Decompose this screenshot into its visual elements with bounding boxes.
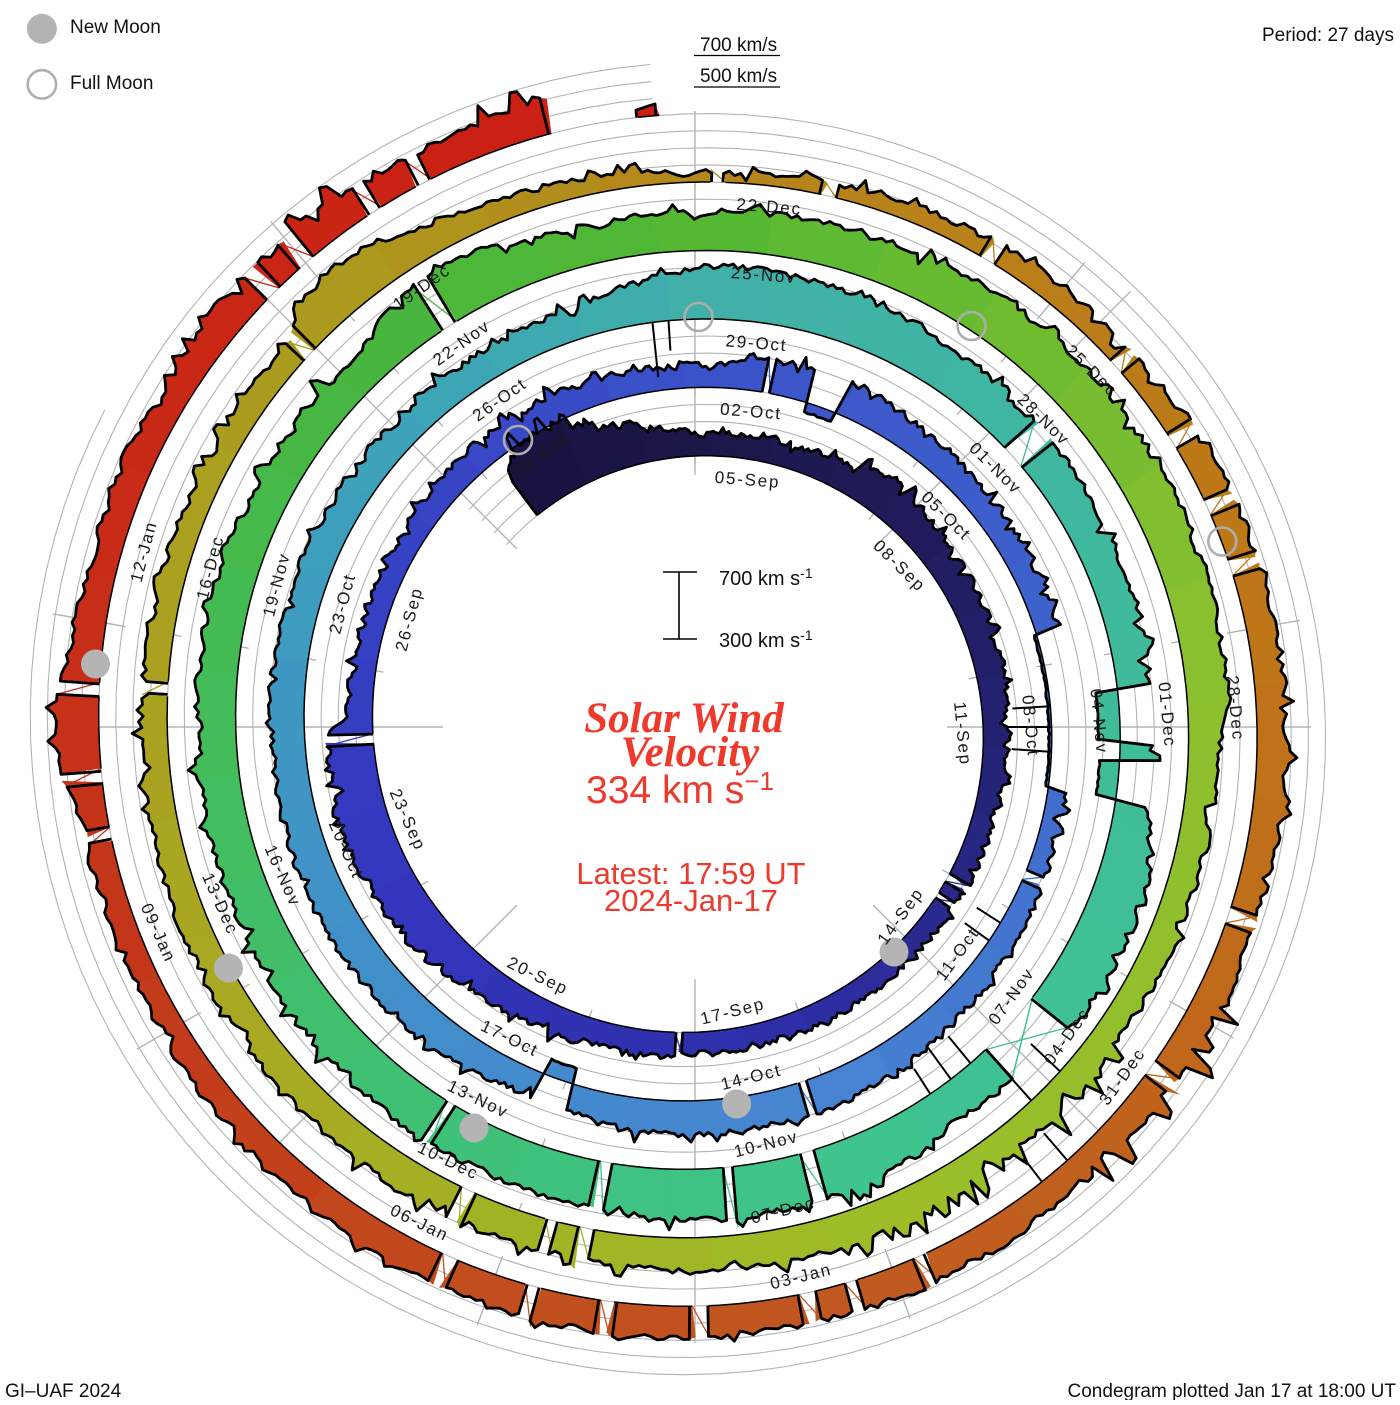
svg-text:New Moon: New Moon xyxy=(70,17,161,38)
svg-text:700 km/s: 700 km/s xyxy=(700,35,777,56)
svg-text:Condegram plotted Jan 17 at 18: Condegram plotted Jan 17 at 18:00 UT xyxy=(1068,1381,1397,1400)
svg-text:29-Oct: 29-Oct xyxy=(725,331,788,355)
svg-text:Full Moon: Full Moon xyxy=(70,73,153,94)
svg-text:300 km s-1: 300 km s-1 xyxy=(719,627,813,652)
svg-text:700 km s-1: 700 km s-1 xyxy=(719,565,813,590)
svg-text:Velocity: Velocity xyxy=(621,729,760,776)
svg-text:Solar Wind: Solar Wind xyxy=(584,695,785,742)
svg-text:02-Oct: 02-Oct xyxy=(719,400,782,424)
svg-text:GI–UAF 2024: GI–UAF 2024 xyxy=(5,1381,122,1400)
svg-text:334 km s−1: 334 km s−1 xyxy=(586,766,774,812)
svg-text:500 km/s: 500 km/s xyxy=(700,66,777,87)
svg-text:Period: 27 days: Period: 27 days xyxy=(1262,25,1394,46)
svg-text:Latest: 17:59 UT: Latest: 17:59 UT xyxy=(576,856,805,891)
svg-text:2024-Jan-17: 2024-Jan-17 xyxy=(604,883,778,918)
